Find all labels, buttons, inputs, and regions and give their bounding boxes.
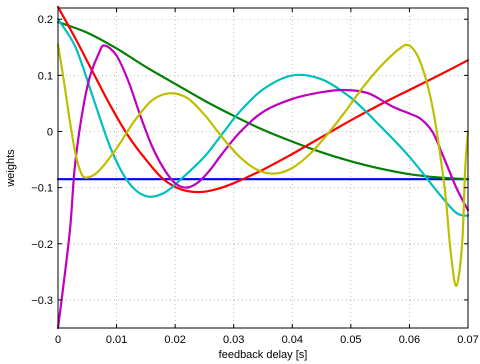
ticks: 0 0.01 0.02 0.03 0.04 0.05 0.06 0.07 −0.3 −0.2 −0.… [31, 8, 479, 346]
x-tick-label: 0 [55, 334, 61, 346]
y-tick-label: −0.2 [31, 239, 53, 251]
x-tick-label: 0.04 [282, 334, 303, 346]
series-group [56, 5, 470, 330]
x-tick-label: 0.06 [399, 334, 420, 346]
x-tick-label: 0.07 [457, 334, 478, 346]
series-line-3 [56, 5, 470, 194]
series-line-4 [56, 18, 470, 217]
y-tick-label: 0 [47, 127, 53, 139]
y-tick-label: −0.3 [31, 295, 53, 307]
series-line-6 [56, 43, 470, 288]
series-line-5 [56, 44, 470, 330]
plot-area [58, 8, 468, 328]
x-tick-label: 0.05 [340, 334, 361, 346]
x-tick-label: 0.01 [106, 334, 127, 346]
y-tick-label: −0.1 [31, 183, 53, 195]
x-tick-label: 0.03 [223, 334, 244, 346]
x-tick-label: 0.02 [164, 334, 185, 346]
y-tick-label: 0.1 [38, 70, 53, 82]
y-tick-label: 0.2 [38, 14, 53, 26]
y-axis-title: weights [5, 149, 17, 188]
series-line-2 [56, 20, 470, 181]
x-axis-title: feedback delay [s] [219, 349, 308, 361]
plot-frame [57, 7, 469, 329]
